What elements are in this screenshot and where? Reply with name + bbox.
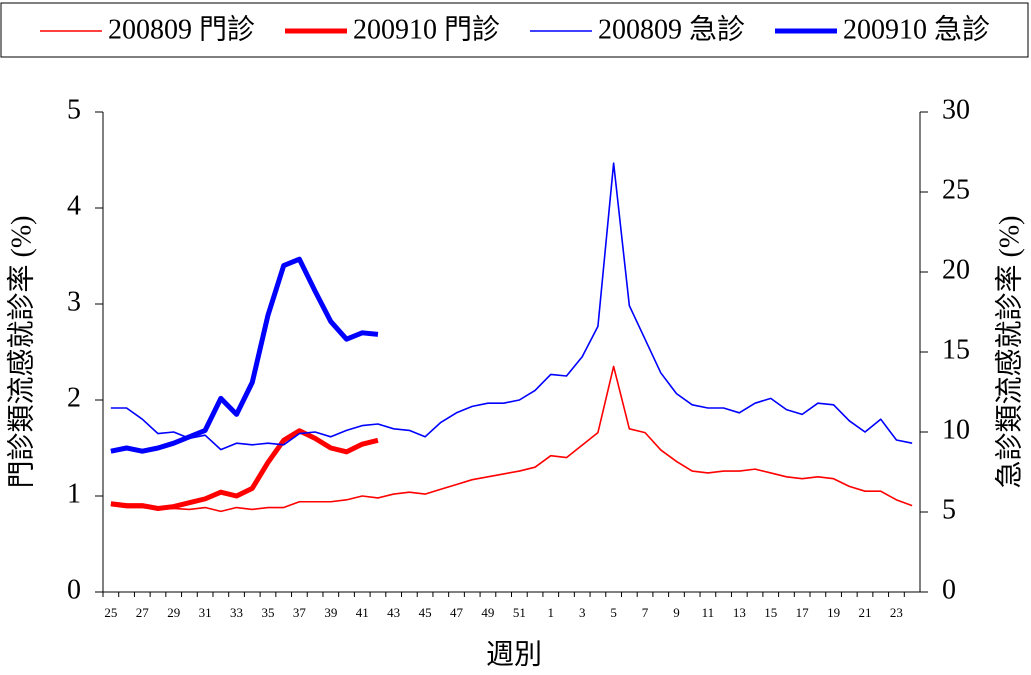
- y-tick-label: 4: [67, 190, 81, 221]
- legend-label: 200910 門診: [353, 13, 500, 45]
- series-line: [110, 162, 913, 451]
- x-tick-label: 39: [324, 605, 337, 620]
- x-tick-label: 51: [513, 605, 526, 620]
- y-tick-label: 1: [67, 478, 81, 509]
- x-tick-label: 49: [481, 605, 494, 620]
- x-tick-label: 1: [548, 605, 555, 620]
- x-tick-label: 31: [199, 605, 212, 620]
- x-tick-label: 17: [796, 605, 810, 620]
- series-line: [110, 365, 913, 513]
- x-tick-label: 23: [890, 605, 903, 620]
- x-tick-label: 47: [450, 605, 464, 620]
- x-tick-label: 5: [610, 605, 617, 620]
- legend-label: 200809 急診: [598, 13, 745, 45]
- x-tick-label: 41: [356, 605, 369, 620]
- y2-tick-label: 15: [942, 334, 970, 365]
- x-tick-label: 45: [419, 605, 432, 620]
- y2-tick-label: 0: [942, 574, 956, 605]
- y2-tick-label: 20: [942, 254, 970, 285]
- x-tick-label: 13: [733, 605, 746, 620]
- x-tick-label: 29: [167, 605, 180, 620]
- y-tick-label: 2: [67, 382, 81, 413]
- x-tick-label: 11: [702, 605, 715, 620]
- x-tick-label: 27: [136, 605, 150, 620]
- x-tick-label: 7: [642, 605, 649, 620]
- y2-tick-label: 30: [942, 94, 970, 125]
- x-tick-label: 43: [387, 605, 400, 620]
- x-axis-label: 週別: [486, 639, 542, 670]
- y-axis-label: 門診類流感就診率 (%): [5, 216, 37, 489]
- x-tick-label: 15: [764, 605, 777, 620]
- x-tick-label: 3: [579, 605, 586, 620]
- series-line: [110, 256, 379, 454]
- x-tick-label: 37: [293, 605, 307, 620]
- y2-tick-label: 25: [942, 174, 970, 205]
- legend-label: 200809 門診: [108, 13, 255, 45]
- y2-axis-label: 急診類流感就診率 (%): [993, 216, 1025, 489]
- y2-tick-label: 5: [942, 494, 956, 525]
- y-tick-label: 0: [67, 574, 81, 605]
- x-tick-label: 9: [673, 605, 680, 620]
- x-tick-label: 35: [261, 605, 274, 620]
- x-tick-label: 19: [827, 605, 840, 620]
- legend-label: 200910 急診: [843, 13, 990, 45]
- y-tick-label: 5: [67, 94, 81, 125]
- x-tick-label: 25: [104, 605, 117, 620]
- y-tick-label: 3: [67, 286, 81, 317]
- legend-box: [0, 2, 1029, 58]
- x-tick-label: 21: [859, 605, 872, 620]
- y2-tick-label: 10: [942, 414, 970, 445]
- x-tick-label: 33: [230, 605, 243, 620]
- series-line: [110, 428, 379, 511]
